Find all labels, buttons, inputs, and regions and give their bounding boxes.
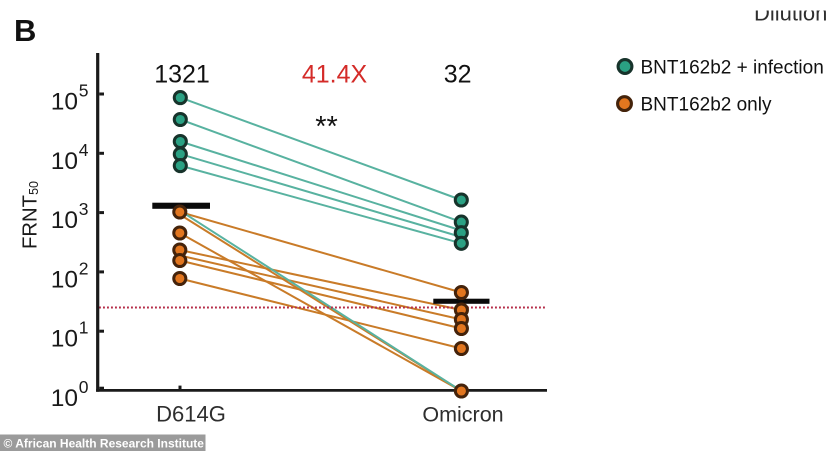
- svg-text:FRNT50: FRNT50: [20, 181, 42, 249]
- svg-text:5: 5: [79, 81, 89, 101]
- svg-text:D614G: D614G: [156, 402, 226, 427]
- svg-text:41.4X: 41.4X: [302, 60, 368, 88]
- svg-text:32: 32: [444, 60, 472, 88]
- svg-text:10: 10: [51, 326, 78, 353]
- svg-text:10: 10: [51, 385, 78, 412]
- svg-text:B: B: [14, 13, 36, 48]
- svg-text:BNT162b2 only: BNT162b2 only: [641, 94, 772, 115]
- svg-text:1321: 1321: [154, 60, 210, 88]
- svg-text:BNT162b2 + infection: BNT162b2 + infection: [641, 58, 824, 79]
- svg-text:10: 10: [51, 148, 78, 175]
- svg-text:Omicron: Omicron: [422, 403, 503, 427]
- svg-text:3: 3: [79, 199, 89, 219]
- svg-text:**: **: [315, 111, 338, 143]
- svg-text:10: 10: [51, 207, 78, 234]
- svg-text:2: 2: [79, 258, 89, 278]
- svg-text:4: 4: [79, 140, 89, 160]
- svg-text:0: 0: [79, 377, 89, 397]
- svg-text:© African Health Research Inst: © African Health Research Institute: [4, 437, 205, 451]
- svg-text:1: 1: [79, 318, 89, 338]
- svg-text:10: 10: [51, 266, 78, 293]
- svg-text:10: 10: [51, 89, 78, 116]
